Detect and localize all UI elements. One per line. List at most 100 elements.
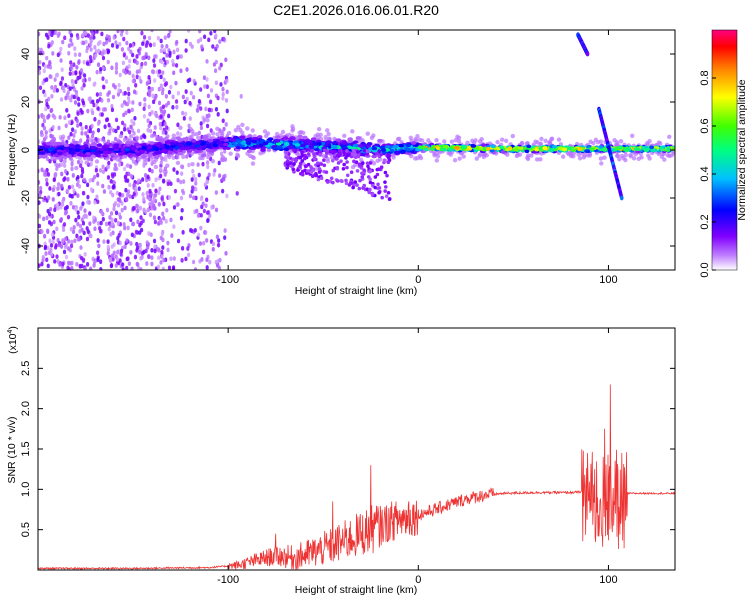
spectrogram-tail <box>383 185 388 189</box>
spectrogram-noise-blob <box>144 51 148 57</box>
spectrogram-noise-blob <box>109 211 114 216</box>
spectrogram-noise-blob <box>171 155 176 161</box>
spectrogram-noise-blob <box>70 161 74 167</box>
spectrogram-noise-blob <box>214 190 218 195</box>
spectrogram-noise-blob <box>203 182 207 188</box>
spectrogram-noise-blob <box>142 196 146 202</box>
spectrogram-noise-blob <box>117 88 121 93</box>
spectrogram-tail <box>333 149 337 154</box>
spectrogram-noise-blob <box>110 221 115 227</box>
spectrogram-noise-blob <box>150 248 154 253</box>
spectrogram-noise-blob <box>61 39 65 45</box>
spectrogram-noise-blob <box>146 174 150 180</box>
spectrogram-noise-blob <box>79 68 84 73</box>
spectrogram-band-core <box>659 146 664 151</box>
spectrogram-noise-blob <box>205 257 209 263</box>
spectrogram-noise-blob <box>116 92 121 97</box>
spectrogram-band-core <box>485 146 491 151</box>
spectrogram-noise-blob <box>45 215 49 221</box>
spectrogram-band-core <box>194 144 200 148</box>
spectrogram-noise-blob <box>59 80 63 86</box>
spectrogram-noise-blob <box>121 262 125 267</box>
spectrogram-noise-blob <box>66 214 71 220</box>
spectrogram-noise-blob <box>197 232 201 238</box>
spectrogram-band-core <box>156 150 162 155</box>
spectrogram-noise-blob <box>48 158 52 164</box>
spectrogram-noise-blob <box>151 182 155 188</box>
spectrogram-noise-blob <box>163 121 167 127</box>
spectrogram-noise-blob <box>55 254 59 259</box>
spectrogram-tail <box>376 167 381 172</box>
spectrogram-noise-blob <box>210 205 214 210</box>
spectrogram-noise-blob <box>129 241 133 246</box>
spectrogram-noise-blob <box>131 42 135 48</box>
spectrogram-band-halo <box>152 159 157 165</box>
spectrogram-noise-blob <box>99 66 103 72</box>
spectrogram-band-core <box>245 141 252 145</box>
spectrogram-band-halo <box>599 161 604 166</box>
spectrogram-noise-blob <box>38 114 41 119</box>
spectrogram-noise-blob <box>53 259 57 264</box>
spectrogram-noise-blob <box>205 59 209 64</box>
spectrogram-band-halo <box>107 131 112 136</box>
spectrogram-tail <box>380 195 384 200</box>
spectrogram-noise-blob <box>48 61 52 66</box>
spectrogram-noise-blob <box>239 94 243 99</box>
spectrogram-band-halo <box>165 163 170 168</box>
spectrogram-band-halo <box>114 166 119 172</box>
spectrogram-noise-blob <box>126 256 130 261</box>
spectrogram-noise-blob <box>128 58 132 64</box>
spectrogram-tail <box>322 163 327 168</box>
spectrogram-noise-blob <box>176 131 180 136</box>
spectrogram-band-core <box>57 151 63 156</box>
spectrogram-noise-blob <box>191 185 195 190</box>
spectrogram-noise-blob <box>152 63 157 68</box>
spectrogram-noise-blob <box>127 189 131 194</box>
spectrogram-noise-blob <box>164 219 168 224</box>
spectrogram-noise-blob <box>196 213 200 218</box>
spectrogram-noise-blob <box>157 86 161 92</box>
spectrogram-band-halo <box>662 157 667 162</box>
spectrogram-noise-blob <box>56 205 60 211</box>
spectrogram-noise-blob <box>76 210 80 215</box>
spectrogram-tail <box>368 161 373 165</box>
spectrogram-band-halo <box>245 126 250 131</box>
spectrogram-noise-blob <box>115 257 120 262</box>
spectrogram-noise-blob <box>188 100 192 106</box>
spectrogram-noise-blob <box>187 252 191 258</box>
spectrogram-noise-blob <box>115 190 119 196</box>
spectrogram-band-core <box>615 146 620 150</box>
spectrogram-noise-blob <box>122 52 126 58</box>
spectrogram-noise-blob <box>61 85 66 91</box>
spectrogram-noise-blob <box>83 30 87 36</box>
spectrogram-noise-blob <box>102 239 106 244</box>
spectrogram-band-halo <box>325 159 331 164</box>
spectrogram-noise-blob <box>160 90 165 96</box>
spectrogram-noise-blob <box>54 171 58 177</box>
spectrogram-noise-blob <box>139 255 143 261</box>
spectrogram-noise-blob <box>49 207 53 212</box>
spectrogram-noise-blob <box>94 53 98 58</box>
spectrogram-noise-blob <box>56 186 60 191</box>
spectrogram-noise-blob <box>184 38 188 44</box>
spectrogram-noise-blob <box>137 186 141 192</box>
spectrogram-band-core <box>365 144 371 148</box>
spectrogram-noise-blob <box>56 52 60 58</box>
spectrogram-band-core <box>141 146 148 150</box>
spectrogram-noise-blob <box>125 65 129 71</box>
spectrogram-noise-blob <box>155 113 159 119</box>
spectrogram-noise-blob <box>57 31 61 37</box>
spectrogram-noise-blob <box>172 49 176 55</box>
spectrogram-noise-blob <box>101 164 105 170</box>
spectrogram-noise-blob <box>113 84 117 90</box>
spectrogram-noise-blob <box>43 64 47 69</box>
spectrogram-noise-blob <box>78 264 82 269</box>
spectrogram-noise-blob <box>187 123 191 129</box>
spectrogram-noise-blob <box>60 183 64 189</box>
spectrogram-band-halo <box>235 152 240 157</box>
spectrogram-noise-blob <box>199 212 203 218</box>
spectrogram-tail <box>285 162 290 167</box>
spectrogram-noise-blob <box>159 74 163 80</box>
spectrogram-noise-blob <box>224 122 228 127</box>
spectrogram-noise-blob <box>225 193 229 199</box>
